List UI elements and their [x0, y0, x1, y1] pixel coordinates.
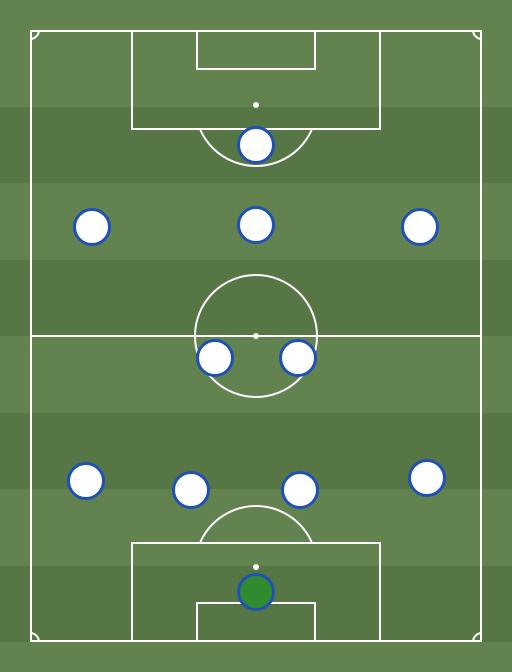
player-outfield-7 — [73, 208, 111, 246]
pitch-container — [0, 0, 512, 672]
corner-br-clip — [30, 30, 482, 642]
player-outfield-3 — [281, 471, 319, 509]
player-outfield-10 — [237, 126, 275, 164]
player-outfield-5 — [196, 339, 234, 377]
player-goalkeeper — [237, 573, 275, 611]
player-outfield-2 — [172, 471, 210, 509]
player-outfield-6 — [279, 339, 317, 377]
player-outfield-8 — [237, 206, 275, 244]
player-outfield-9 — [401, 208, 439, 246]
corner-br — [472, 632, 482, 642]
player-outfield-4 — [408, 459, 446, 497]
player-outfield-1 — [67, 462, 105, 500]
